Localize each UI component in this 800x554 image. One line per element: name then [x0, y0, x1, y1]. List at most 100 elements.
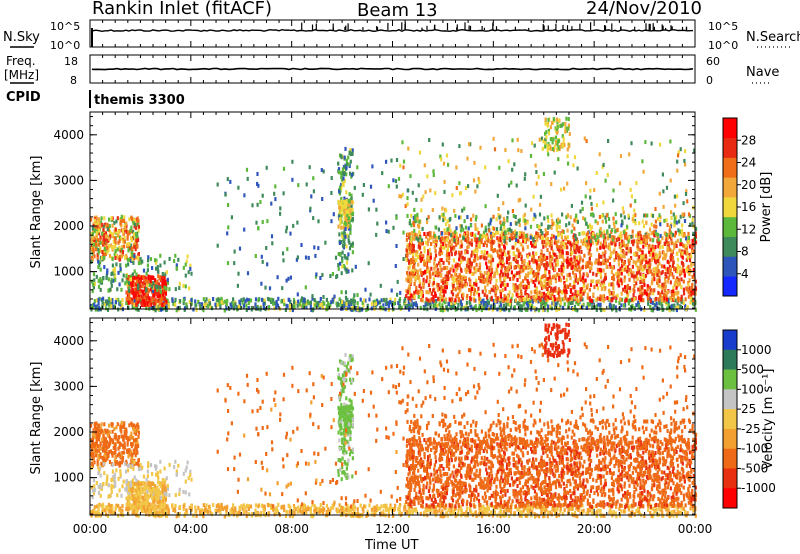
power-data-cell	[532, 217, 535, 222]
power-data-cell	[345, 158, 348, 163]
power-data-cell	[409, 250, 412, 255]
power-data-cell	[503, 218, 506, 223]
power-data-cell	[600, 308, 603, 313]
power-data-cell	[642, 224, 645, 229]
power-data-cell	[379, 283, 382, 288]
power-data-cell	[457, 306, 460, 311]
power-data-cell	[284, 308, 287, 312]
power-data-cell	[425, 290, 428, 295]
power-data-cell	[187, 270, 190, 275]
power-data-cell	[428, 247, 431, 252]
power-data-cell	[238, 299, 241, 304]
power-data-cell	[413, 261, 416, 266]
power-data-cell	[216, 297, 219, 302]
power-data-cell	[343, 230, 346, 235]
power-data-cell	[528, 262, 531, 267]
power-data-cell	[600, 254, 603, 259]
power-data-cell	[635, 239, 638, 244]
power-data-cell	[493, 147, 497, 152]
power-data-cell	[156, 290, 159, 295]
power-data-cell	[565, 290, 568, 294]
power-data-cell	[639, 285, 642, 290]
power-data-cell	[454, 307, 457, 312]
power-data-cell	[420, 241, 423, 246]
power-data-cell	[407, 188, 410, 193]
power-data-cell	[677, 296, 680, 301]
power-data-cell	[527, 301, 530, 306]
power-data-cell	[666, 259, 669, 264]
power-data-cell	[415, 197, 418, 202]
power-data-cell	[686, 250, 689, 255]
power-data-cell	[658, 301, 661, 306]
power-data-cell	[296, 255, 299, 260]
power-data-cell	[340, 155, 343, 160]
power-data-cell	[132, 221, 135, 225]
power-data-cell	[523, 299, 526, 304]
power-data-cell	[184, 262, 187, 267]
power-data-cell	[450, 306, 453, 311]
power-data-cell	[538, 265, 541, 270]
power-data-cell	[679, 269, 682, 274]
power-data-cell	[429, 188, 432, 193]
power-data-cell	[106, 270, 109, 275]
power-data-cell	[579, 267, 582, 271]
power-data-cell	[262, 306, 265, 310]
power-data-cell	[470, 304, 473, 309]
power-data-cell	[95, 215, 98, 220]
power-data-cell	[599, 241, 602, 246]
power-data-cell	[524, 297, 527, 302]
power-data-cell	[131, 250, 134, 255]
power-data-cell	[131, 301, 134, 305]
power-data-cell	[657, 237, 660, 242]
power-data-cell	[429, 233, 432, 238]
power-data-cell	[426, 267, 429, 272]
power-data-cell	[683, 212, 686, 217]
power-data-cell	[108, 244, 111, 248]
power-data-cell	[656, 280, 659, 285]
power-data-cell	[247, 301, 250, 305]
power-data-cell	[530, 207, 533, 212]
power-data-cell	[91, 229, 95, 234]
power-data-cell	[503, 249, 506, 254]
power-data-cell	[527, 299, 530, 304]
power-data-cell	[174, 302, 177, 307]
power-data-cell	[265, 165, 268, 170]
power-data-cell	[645, 260, 648, 265]
power-data-cell	[413, 228, 416, 233]
power-data-cell	[504, 296, 507, 301]
power-data-cell	[522, 239, 525, 244]
power-data-cell	[457, 279, 460, 284]
power-data-cell	[579, 274, 582, 279]
power-data-cell	[541, 299, 544, 304]
power-data-cell	[106, 307, 110, 312]
power-data-cell	[521, 305, 524, 310]
power-data-cell	[599, 302, 602, 307]
power-data-cell	[521, 297, 524, 302]
power-data-cell	[487, 222, 490, 227]
power-data-cell	[433, 244, 436, 249]
power-data-cell	[426, 174, 429, 179]
power-data-cell	[681, 268, 684, 273]
power-data-cell	[690, 249, 693, 254]
power-data-cell	[125, 223, 128, 228]
power-data-cell	[504, 286, 507, 291]
power-data-cell	[496, 296, 499, 301]
power-data-cell	[606, 229, 609, 234]
power-data-cell	[537, 174, 540, 179]
power-data-cell	[693, 148, 696, 153]
power-data-cell	[475, 244, 478, 249]
power-data-cell	[190, 298, 193, 303]
power-data-cell	[309, 304, 312, 309]
power-data-cell	[680, 294, 683, 299]
power-data-cell	[583, 253, 586, 258]
power-data-cell	[689, 222, 692, 227]
power-data-cell	[535, 260, 538, 265]
power-data-cell	[97, 247, 100, 252]
power-data-cell	[254, 297, 258, 302]
power-data-cell	[680, 228, 684, 233]
power-data-cell	[130, 236, 133, 240]
power-data-cell	[496, 236, 499, 241]
power-data-cell	[351, 241, 354, 246]
power-data-cell	[244, 299, 247, 304]
power-data-cell	[603, 287, 606, 292]
